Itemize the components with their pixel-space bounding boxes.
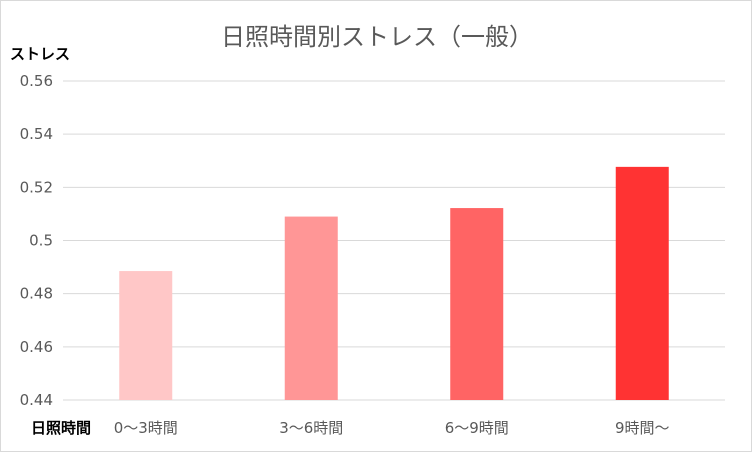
y-tick-label: 0.56 <box>20 72 53 90</box>
bar <box>284 216 338 400</box>
x-tick-label: 9時間～ <box>615 419 670 437</box>
y-tick-label: 0.44 <box>20 391 53 409</box>
chart-title: 日照時間別ストレス（一般） <box>221 23 533 51</box>
bars <box>119 166 669 400</box>
y-tick-label: 0.54 <box>20 125 53 143</box>
y-tick-label: 0.46 <box>20 338 53 356</box>
bar <box>119 271 173 400</box>
grid-lines <box>63 80 725 401</box>
y-tick-label: 0.5 <box>29 232 53 250</box>
x-tick-labels: 0～3時間 3～6時間 6～9時間 9時間～ <box>114 419 670 437</box>
x-tick-label: 0～3時間 <box>114 419 178 437</box>
y-tick-label: 0.48 <box>20 285 53 303</box>
bar <box>615 166 669 400</box>
bar <box>450 208 504 400</box>
x-tick-label: 3～6時間 <box>279 419 343 437</box>
x-axis-label: 日照時間 <box>31 419 91 437</box>
y-tick-label: 0.52 <box>20 178 53 196</box>
x-tick-label: 6～9時間 <box>445 419 509 437</box>
y-axis-label: ストレス <box>10 45 70 63</box>
y-tick-labels: 0.44 0.46 0.48 0.5 0.52 0.54 0.56 <box>20 72 53 409</box>
